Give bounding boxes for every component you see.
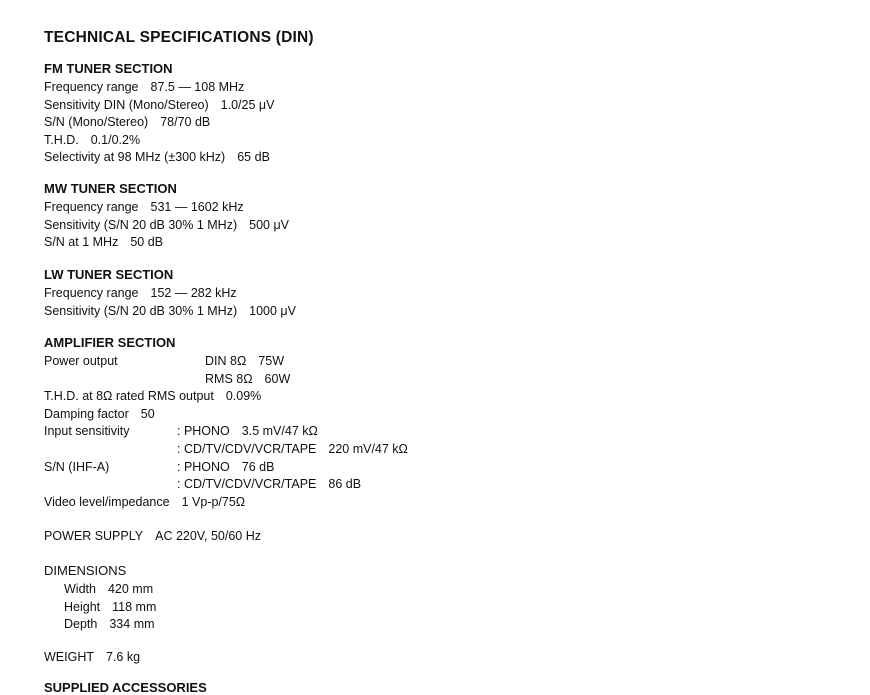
spec-label: WEIGHT bbox=[44, 650, 94, 664]
spec-value: 220 mV/47 kΩ bbox=[328, 442, 408, 456]
spec-value: 65 dB bbox=[237, 150, 270, 165]
spec-row: S/N at 1 MHz 50 dB bbox=[44, 235, 838, 250]
spec-label: Width bbox=[64, 582, 96, 596]
spec-value: 78/70 dB bbox=[160, 115, 211, 130]
spec-sublabel: : PHONO bbox=[177, 459, 230, 474]
spec-label: Frequency range bbox=[44, 286, 139, 300]
spec-row: Frequency range 531 — 1602 kHz bbox=[44, 200, 838, 215]
spec-sublabel: : CD/TV/CDV/VCR/TAPE bbox=[177, 477, 317, 492]
spec-value: 50 dB bbox=[130, 235, 163, 250]
spec-value: 50 bbox=[140, 406, 155, 421]
spec-value: 75W bbox=[258, 354, 284, 368]
spec-value: 3.5 mV/47 kΩ bbox=[241, 424, 318, 439]
spec-label: S/N at 1 MHz bbox=[44, 235, 119, 250]
spec-row: Height 118 mm bbox=[64, 600, 838, 615]
spec-value: 7.6 kg bbox=[106, 650, 141, 664]
spec-row: Frequency range 87.5 — 108 MHz bbox=[44, 80, 838, 95]
spec-row: Selectivity at 98 MHz (±300 kHz) 65 dB bbox=[44, 150, 838, 165]
spec-label: S/N (Mono/Stereo) bbox=[44, 115, 149, 130]
spec-label: S/N (IHF-A) bbox=[44, 459, 110, 474]
spec-value: 1000 μV bbox=[249, 303, 296, 318]
spec-row: Video level/impedance 1 Vp-p/75Ω bbox=[44, 495, 838, 510]
spec-row: S/N (IHF-A) : PHONO 76 dB bbox=[44, 460, 838, 475]
spec-value: 0.09% bbox=[225, 389, 262, 404]
spec-value: AC 220V, 50/60 Hz bbox=[155, 529, 261, 543]
spec-value: 420 mm bbox=[107, 582, 154, 596]
spec-label: Sensitivity (S/N 20 dB 30% 1 MHz) bbox=[44, 217, 238, 232]
section-heading: MW TUNER SECTION bbox=[44, 181, 177, 196]
spec-value: 60W bbox=[264, 371, 291, 386]
spec-label: Depth bbox=[64, 617, 98, 632]
spec-row: Damping factor 50 bbox=[44, 407, 838, 422]
spec-label: Video level/impedance bbox=[44, 494, 170, 509]
spec-sublabel: : CD/TV/CDV/VCR/TAPE bbox=[177, 442, 317, 456]
spec-label: Damping factor bbox=[44, 406, 129, 421]
spec-value: 76 dB bbox=[241, 459, 275, 474]
spec-sublabel: DIN 8Ω bbox=[205, 354, 247, 368]
section-heading: AMPLIFIER SECTION bbox=[44, 335, 176, 350]
section-heading: SUPPLIED ACCESSORIES bbox=[44, 680, 207, 695]
spec-value: 87.5 — 108 MHz bbox=[150, 80, 245, 94]
spec-label: Sensitivity (S/N 20 dB 30% 1 MHz) bbox=[44, 303, 238, 318]
spec-row: POWER SUPPLY AC 220V, 50/60 Hz bbox=[44, 529, 838, 544]
spec-label: Frequency range bbox=[44, 200, 139, 214]
spec-value: 531 — 1602 kHz bbox=[150, 200, 244, 214]
spec-value: 500 μV bbox=[249, 217, 289, 232]
spec-row: Sensitivity (S/N 20 dB 30% 1 MHz) 1000 μV bbox=[44, 304, 838, 319]
spec-value: 0.1/0.2% bbox=[90, 132, 141, 147]
spec-row: Input sensitivity : PHONO 3.5 mV/47 kΩ bbox=[44, 424, 838, 439]
section-heading: LW TUNER SECTION bbox=[44, 267, 174, 282]
title: TECHNICAL SPECIFICATIONS (DIN) bbox=[44, 29, 314, 46]
spec-label: T.H.D. at 8Ω rated RMS output bbox=[44, 389, 214, 404]
spec-row: Sensitivity (S/N 20 dB 30% 1 MHz) 500 μV bbox=[44, 218, 838, 233]
section-heading: FM TUNER SECTION bbox=[44, 61, 173, 76]
spec-value: 118 mm bbox=[112, 599, 157, 614]
spec-label: Selectivity at 98 MHz (±300 kHz) bbox=[44, 150, 226, 165]
spec-label: Input sensitivity bbox=[44, 424, 130, 439]
spec-row: : CD/TV/CDV/VCR/TAPE 220 mV/47 kΩ bbox=[44, 442, 838, 457]
spec-row: Width 420 mm bbox=[64, 582, 838, 597]
spec-row: T.H.D. 0.1/0.2% bbox=[44, 133, 838, 148]
spec-value: 1 Vp-p/75Ω bbox=[181, 494, 246, 509]
spec-row: Power output DIN 8Ω 75W bbox=[44, 354, 838, 369]
spec-value: 152 — 282 kHz bbox=[150, 286, 237, 300]
spec-value: 334 mm bbox=[109, 617, 155, 632]
spec-sublabel: : PHONO bbox=[177, 424, 230, 439]
spec-sublabel: RMS 8Ω bbox=[205, 371, 253, 386]
spec-row: T.H.D. at 8Ω rated RMS output 0.09% bbox=[44, 389, 838, 404]
spec-label: Power output bbox=[44, 354, 118, 368]
spec-row: WEIGHT 7.6 kg bbox=[44, 650, 838, 665]
spec-label: POWER SUPPLY bbox=[44, 529, 144, 543]
spec-value: 86 dB bbox=[328, 477, 362, 492]
spec-label: Sensitivity DIN (Mono/Stereo) bbox=[44, 97, 209, 112]
spec-value: 1.0/25 μV bbox=[220, 97, 275, 112]
section-heading: DIMENSIONS bbox=[44, 563, 127, 578]
spec-row: Sensitivity DIN (Mono/Stereo) 1.0/25 μV bbox=[44, 98, 838, 113]
spec-label: T.H.D. bbox=[44, 132, 79, 147]
spec-row: Depth 334 mm bbox=[64, 617, 838, 632]
spec-label: Frequency range bbox=[44, 80, 139, 94]
spec-label: Height bbox=[64, 599, 101, 614]
spec-row: Frequency range 152 — 282 kHz bbox=[44, 286, 838, 301]
spec-row: RMS 8Ω 60W bbox=[44, 372, 838, 387]
spec-row: : CD/TV/CDV/VCR/TAPE 86 dB bbox=[44, 477, 838, 492]
spec-row: S/N (Mono/Stereo) 78/70 dB bbox=[44, 115, 838, 130]
